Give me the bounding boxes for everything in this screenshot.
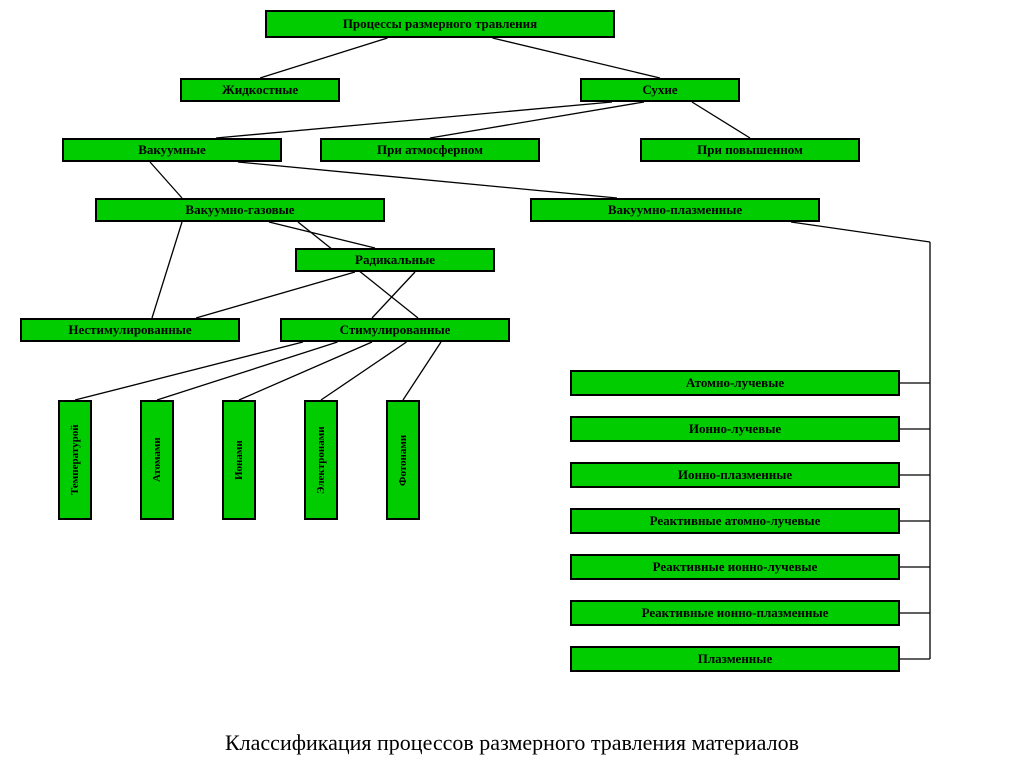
node-rionplasma: Реактивные ионно-плазменные (570, 600, 900, 626)
node-plasma: Плазменные (570, 646, 900, 672)
node-atombeam: Атомно-лучевые (570, 370, 900, 396)
node-root: Процессы размерного травления (265, 10, 615, 38)
vnode-v2: Атомами (140, 400, 174, 520)
node-stim: Стимулированные (280, 318, 510, 342)
caption: Классификация процессов размерного травл… (120, 730, 904, 756)
node-high: При повышенном (640, 138, 860, 162)
node-vplasma: Вакуумно-плазменные (530, 198, 820, 222)
node-vacuum: Вакуумные (62, 138, 282, 162)
vnode-v4: Электронами (304, 400, 338, 520)
node-rionbeam: Реактивные ионно-лучевые (570, 554, 900, 580)
node-atm: При атмосферном (320, 138, 540, 162)
node-ionbeam: Ионно-лучевые (570, 416, 900, 442)
vnode-v5: Фотонами (386, 400, 420, 520)
node-liquid: Жидкостные (180, 78, 340, 102)
node-radical: Радикальные (295, 248, 495, 272)
node-dry: Сухие (580, 78, 740, 102)
vnode-v3: Ионами (222, 400, 256, 520)
vnode-v1: Температурой (58, 400, 92, 520)
node-ionplasma: Ионно-плазменные (570, 462, 900, 488)
node-unstim: Нестимулированные (20, 318, 240, 342)
node-vgas: Вакуумно-газовые (95, 198, 385, 222)
node-ratombeam: Реактивные атомно-лучевые (570, 508, 900, 534)
